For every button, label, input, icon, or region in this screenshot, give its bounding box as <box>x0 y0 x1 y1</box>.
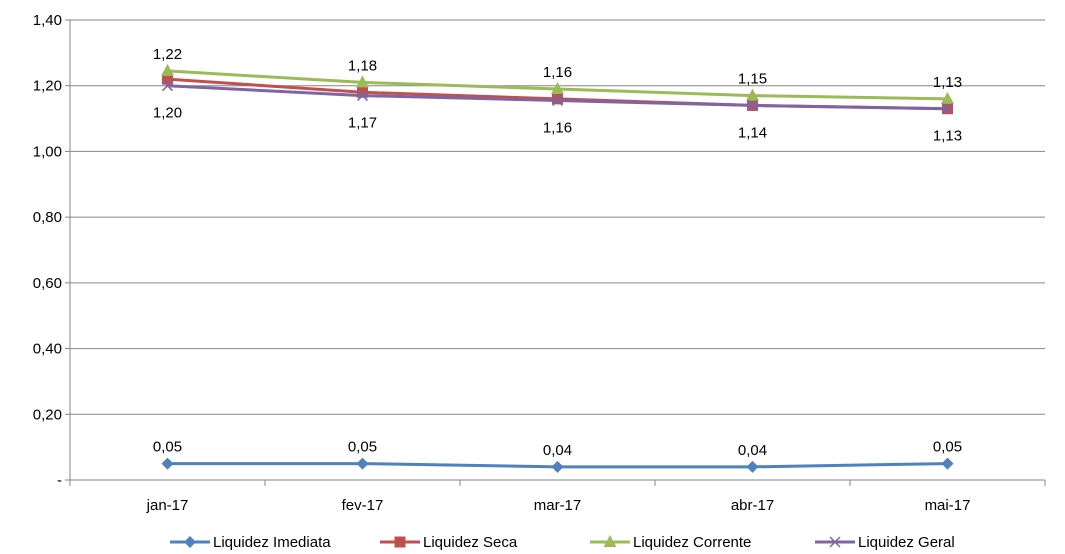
data-point <box>746 460 759 473</box>
data-label: 0,05 <box>348 439 377 456</box>
data-label: 1,18 <box>348 57 377 74</box>
series-liquidez-corrente <box>161 63 954 104</box>
series-liquidez-geral <box>161 80 954 115</box>
legend-label: Liquidez Imediata <box>213 534 331 551</box>
legend-label: Liquidez Corrente <box>633 534 751 551</box>
legend-marker <box>184 536 196 548</box>
x-tick-label: fev-17 <box>342 497 384 514</box>
data-label: 1,20 <box>153 105 182 122</box>
y-tick-label: 1,20 <box>33 78 62 95</box>
legend-item-liquidez-geral: Liquidez Geral <box>815 534 955 551</box>
data-point <box>356 457 369 470</box>
data-point <box>161 80 174 92</box>
x-tick-label: mai-17 <box>925 497 971 514</box>
x-tick-label: mar-17 <box>534 497 582 514</box>
data-point <box>161 457 174 470</box>
data-label: 0,05 <box>153 439 182 456</box>
y-tick-label: 0,20 <box>33 406 62 423</box>
legend-marker <box>603 535 617 547</box>
data-point <box>551 460 564 473</box>
y-axis-tick-labels: - 0,20 0,40 0,60 0,80 1,00 1,20 1,40 <box>33 12 62 489</box>
data-point <box>552 93 563 105</box>
y-tick-label: 0,80 <box>33 209 62 226</box>
y-tick-label: 1,00 <box>33 143 62 160</box>
series-liquidez-imediata <box>161 457 954 473</box>
y-tick-label: 1,40 <box>33 12 62 29</box>
data-point <box>746 88 759 101</box>
data-point <box>162 73 173 85</box>
x-axis-tick-labels: jan-17 fev-17 mar-17 abr-17 mai-17 <box>146 497 971 514</box>
x-tick-label: jan-17 <box>146 497 189 514</box>
data-label: 0,05 <box>933 439 962 456</box>
data-label: 1,15 <box>738 71 767 88</box>
data-point <box>551 94 564 107</box>
data-label: 1,13 <box>933 128 962 145</box>
legend-marker <box>394 536 406 548</box>
y-tick-label: 0,60 <box>33 275 62 292</box>
legend-item-liquidez-corrente: Liquidez Corrente <box>590 534 751 551</box>
data-point <box>941 103 954 115</box>
data-label: 0,04 <box>543 442 572 459</box>
data-point <box>746 99 759 111</box>
data-point <box>551 82 564 94</box>
y-tick-label: - <box>57 472 62 489</box>
data-point <box>941 91 954 104</box>
legend: Liquidez Imediata Liquidez Seca Liquidez C… <box>170 534 955 551</box>
data-label: 1,16 <box>543 64 572 81</box>
legend-label: Liquidez Geral <box>858 534 955 551</box>
data-point <box>941 457 954 470</box>
data-label: 1,17 <box>348 115 377 132</box>
data-point <box>357 86 368 98</box>
data-point <box>356 90 369 102</box>
x-tick-label: abr-17 <box>731 497 774 514</box>
y-tick-label: 0,40 <box>33 341 62 358</box>
data-label: 0,04 <box>738 442 767 459</box>
data-point <box>161 63 174 76</box>
data-labels: 0,05 0,05 0,04 0,04 0,05 1,22 1,18 1,16 1,15 1,13… <box>153 46 962 459</box>
series-group <box>161 63 954 473</box>
axes <box>65 19 1046 486</box>
data-label: 1,22 <box>153 46 182 63</box>
legend-marker <box>829 536 841 548</box>
data-point <box>356 75 369 88</box>
data-label: 1,13 <box>933 74 962 91</box>
legend-item-liquidez-imediata: Liquidez Imediata <box>170 534 331 551</box>
data-label: 1,14 <box>738 124 767 141</box>
data-label: 1,16 <box>543 120 572 137</box>
legend-label: Liquidez Seca <box>423 534 518 551</box>
legend-item-liquidez-seca: Liquidez Seca <box>380 534 518 551</box>
